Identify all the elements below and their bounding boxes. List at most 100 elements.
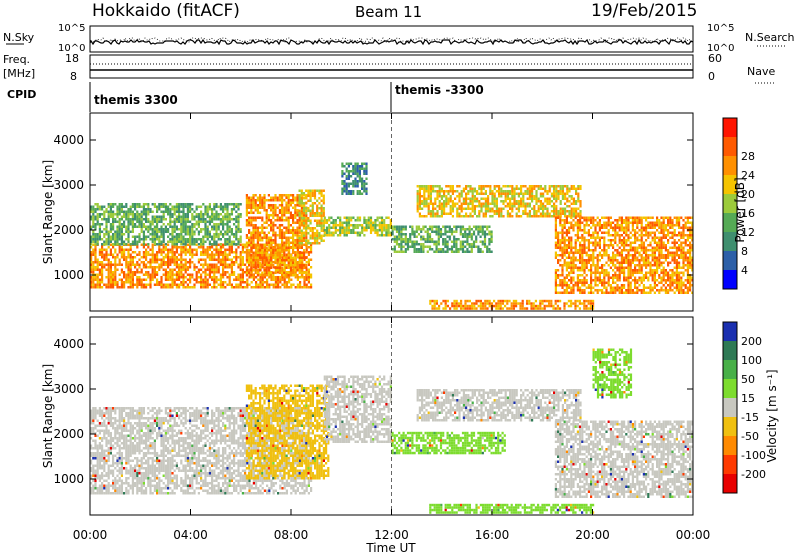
power-cell: [175, 235, 178, 238]
power-cell: [219, 208, 222, 211]
power-cell: [623, 256, 626, 259]
power-cell: [320, 194, 323, 197]
power-cell: [478, 192, 481, 195]
power-cell: [620, 219, 623, 222]
power-cell: [127, 228, 130, 231]
power-cell: [90, 240, 93, 243]
power-cell: [189, 248, 192, 251]
power-cell: [298, 244, 301, 247]
power-cell: [134, 271, 137, 274]
power-cell: [620, 244, 623, 247]
power-cell: [112, 253, 115, 256]
power-cell: [468, 250, 471, 253]
power-cell: [92, 233, 95, 236]
power-cell: [345, 231, 348, 234]
power-cell: [303, 276, 306, 279]
power-cell: [320, 192, 323, 195]
power-cell: [487, 195, 490, 198]
power-cell: [561, 212, 564, 215]
power-cell: [598, 236, 601, 239]
power-cell: [184, 276, 187, 279]
power-cell: [554, 274, 557, 277]
power-cell: [522, 192, 525, 195]
power-cell: [272, 229, 275, 232]
power-cell: [189, 281, 192, 284]
power-cell: [169, 273, 172, 276]
power-cell: [363, 216, 366, 219]
power-cell: [237, 203, 240, 206]
power-cell: [189, 261, 192, 264]
power-cell: [488, 248, 491, 251]
power-cell: [579, 279, 582, 282]
power-cell: [459, 243, 462, 246]
power-cell: [98, 253, 101, 256]
power-cell: [171, 256, 174, 259]
power-cell: [413, 235, 416, 238]
power-cell: [493, 197, 496, 200]
power-cell: [233, 256, 236, 259]
power-cell: [193, 233, 196, 236]
power-cell: [180, 228, 183, 231]
power-cell: [245, 224, 248, 227]
power-cell: [565, 256, 568, 259]
power-cell: [278, 246, 281, 249]
power-cell: [451, 207, 454, 210]
power-cell: [471, 202, 474, 205]
power-cell: [252, 264, 255, 267]
power-cell: [504, 200, 507, 203]
power-cell: [191, 215, 194, 218]
power-cell: [215, 251, 218, 254]
power-cell: [195, 271, 198, 274]
power-cell: [278, 224, 281, 227]
power-cell: [276, 196, 279, 199]
power-cell: [570, 279, 573, 282]
power-cell: [528, 205, 531, 208]
power-cell: [147, 208, 150, 211]
power-cell: [252, 216, 255, 219]
power-cell: [450, 228, 454, 231]
power-cell: [570, 291, 573, 294]
power-cell: [590, 226, 593, 229]
power-cell: [614, 276, 617, 279]
power-cell: [423, 190, 426, 193]
power-cell: [182, 240, 185, 243]
power-cell: [298, 216, 301, 219]
power-cell: [265, 269, 268, 272]
power-cell: [616, 289, 619, 292]
power-cell: [322, 194, 325, 197]
power-cell: [278, 269, 281, 272]
power-cell: [101, 263, 104, 266]
power-cell: [145, 286, 148, 289]
power-cell: [250, 271, 253, 274]
power-cell: [576, 276, 579, 279]
nave-tick-high: 60: [708, 52, 722, 65]
power-cell: [270, 251, 273, 254]
power-cell: [272, 278, 275, 281]
power-cell: [416, 190, 419, 193]
power-cell: [376, 216, 379, 219]
power-cell: [228, 281, 231, 284]
power-cell: [145, 235, 148, 238]
power-cell: [197, 261, 200, 264]
power-cell: [217, 248, 220, 251]
power-cell: [601, 291, 604, 294]
power-cell: [180, 203, 183, 206]
power-cell: [204, 271, 207, 274]
power-cell: [590, 249, 593, 252]
power-cell: [283, 269, 286, 272]
power-cell: [302, 227, 306, 230]
power-cell: [162, 233, 165, 236]
power-cell: [246, 286, 249, 289]
power-cell: [298, 259, 301, 262]
power-cell: [241, 278, 244, 281]
power-cell: [140, 278, 143, 281]
power-cell: [259, 194, 262, 197]
power-cell: [252, 254, 255, 257]
power-cell: [520, 187, 523, 190]
power-cell: [620, 271, 623, 274]
power-cell: [270, 261, 273, 264]
power-cell: [465, 207, 468, 210]
power-cell: [482, 205, 485, 208]
power-cell: [631, 221, 634, 224]
power-cell: [204, 248, 207, 251]
